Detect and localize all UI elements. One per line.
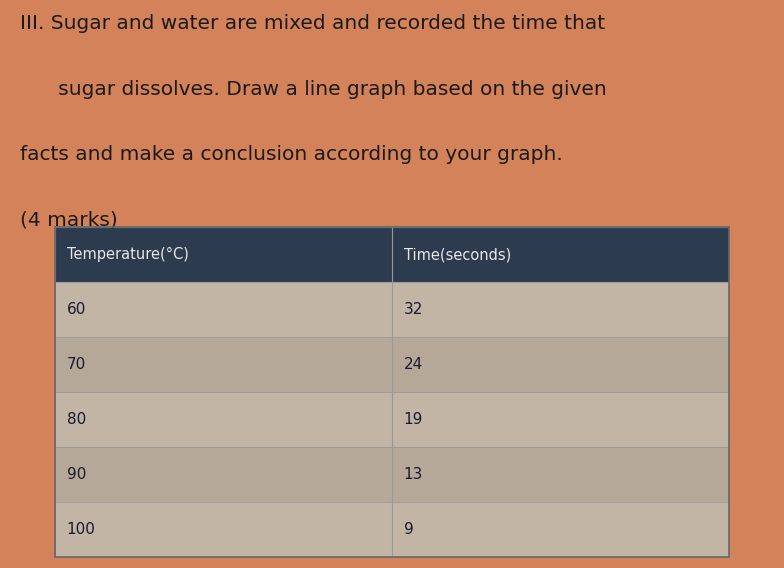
Text: 13: 13 — [404, 467, 423, 482]
Bar — [55, 337, 729, 392]
Text: 80: 80 — [67, 412, 86, 427]
Text: III. Sugar and water are mixed and recorded the time that: III. Sugar and water are mixed and recor… — [20, 14, 604, 33]
Text: 100: 100 — [67, 521, 96, 537]
Text: sugar dissolves. Draw a line graph based on the given: sugar dissolves. Draw a line graph based… — [20, 80, 606, 98]
Text: Time(seconds): Time(seconds) — [404, 247, 511, 262]
Text: 19: 19 — [404, 412, 423, 427]
Text: 32: 32 — [404, 302, 423, 317]
Text: 24: 24 — [404, 357, 423, 372]
Bar — [55, 227, 729, 282]
Bar — [55, 282, 729, 337]
Bar — [55, 447, 729, 502]
Text: 9: 9 — [404, 521, 413, 537]
Bar — [55, 502, 729, 557]
Bar — [55, 392, 729, 447]
Text: 90: 90 — [67, 467, 86, 482]
Text: (4 marks): (4 marks) — [20, 210, 118, 229]
Text: facts and make a conclusion according to your graph.: facts and make a conclusion according to… — [20, 145, 562, 164]
Text: 70: 70 — [67, 357, 86, 372]
Text: Temperature(°C): Temperature(°C) — [67, 247, 188, 262]
Bar — [55, 227, 729, 557]
Text: 60: 60 — [67, 302, 86, 317]
